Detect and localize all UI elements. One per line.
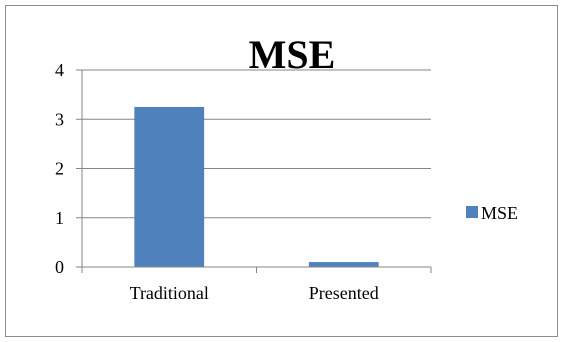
axes xyxy=(76,69,432,273)
x-tick-label: Traditional xyxy=(130,283,209,303)
bars xyxy=(134,106,379,267)
y-tick-label: 1 xyxy=(55,208,64,228)
y-tick-label: 3 xyxy=(55,109,64,129)
chart-title: MSE xyxy=(249,32,336,77)
legend: MSE xyxy=(466,203,518,223)
bar-presented xyxy=(308,262,379,267)
x-tick-label: Presented xyxy=(309,283,379,303)
y-tick-label: 0 xyxy=(55,257,64,277)
legend-label: MSE xyxy=(481,203,518,223)
chart-canvas: 0 1 2 3 4 Traditional Presented MSE MSE xyxy=(55,32,518,303)
chart-area: 0 1 2 3 4 Traditional Presented MSE MSE xyxy=(5,5,558,337)
y-tick-label: 2 xyxy=(55,159,64,179)
y-tick-label: 4 xyxy=(55,60,64,80)
bar-traditional xyxy=(134,106,205,267)
legend-swatch xyxy=(466,206,478,218)
tick-labels: 0 1 2 3 4 Traditional Presented xyxy=(55,60,379,303)
